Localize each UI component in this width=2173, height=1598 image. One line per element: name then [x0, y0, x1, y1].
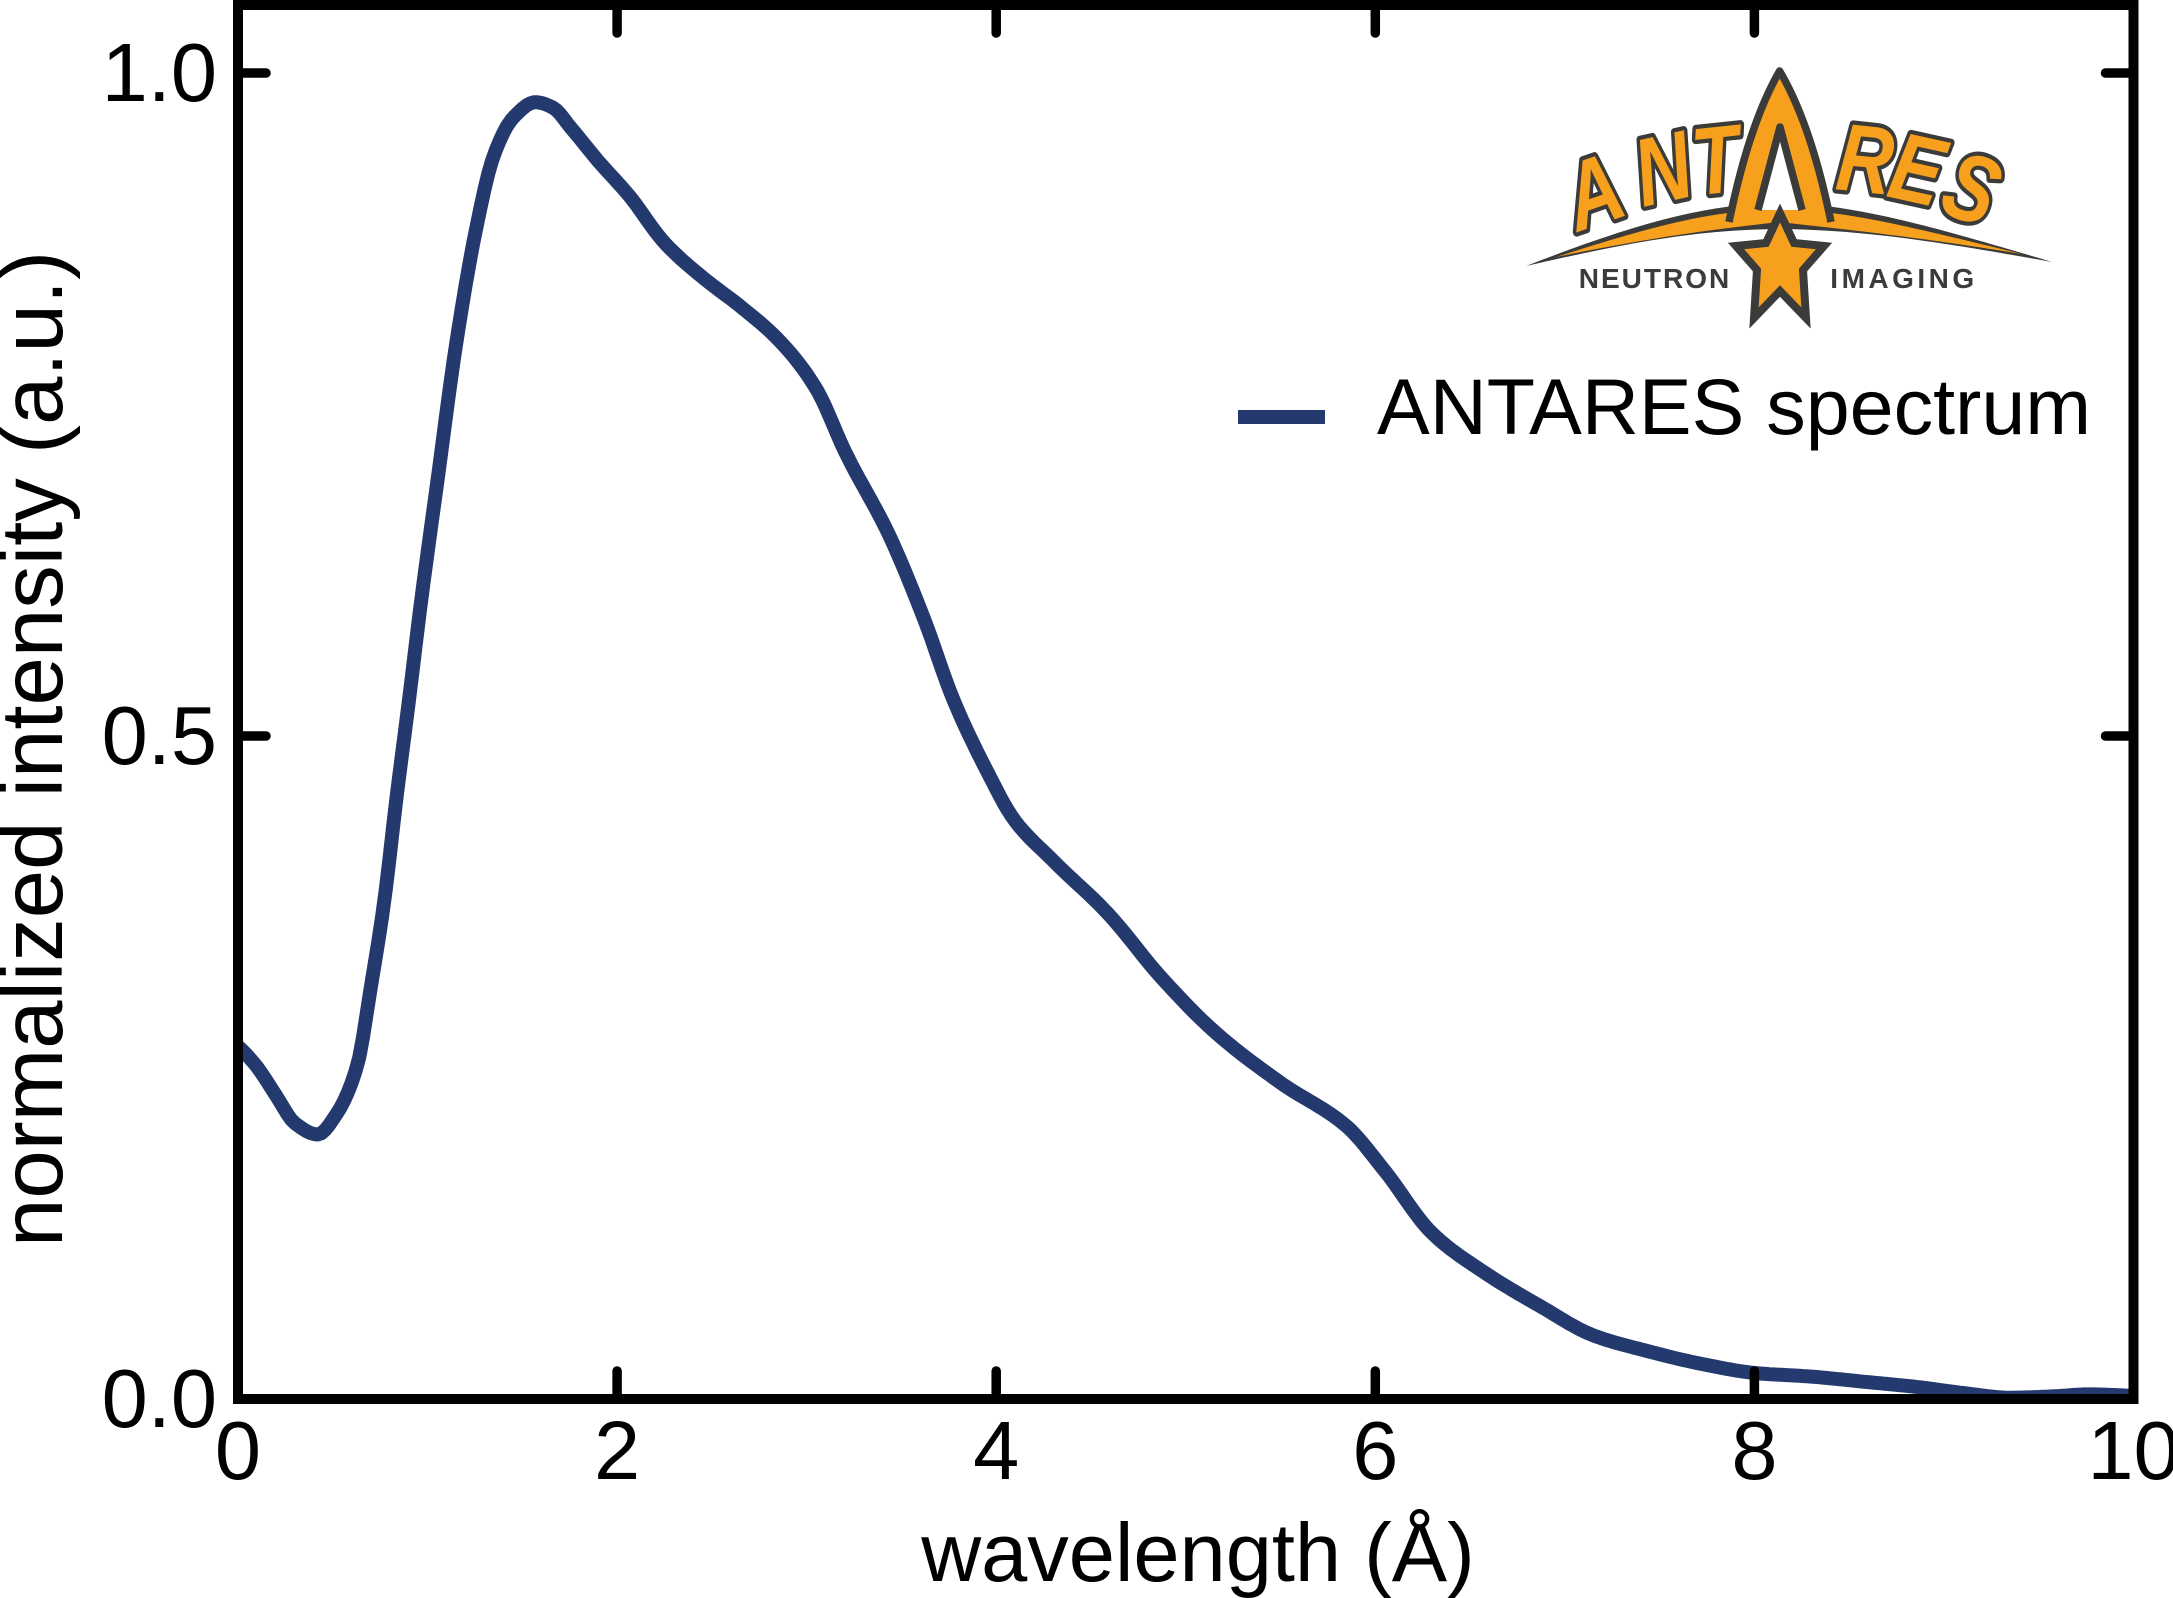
svg-text:8: 8	[1731, 1404, 1777, 1497]
svg-text:ANTARES spectrum: ANTARES spectrum	[1377, 362, 2091, 451]
svg-text:6: 6	[1352, 1404, 1398, 1497]
svg-text:0.5: 0.5	[102, 689, 217, 782]
svg-text:NEUTRON: NEUTRON	[1579, 263, 1731, 294]
svg-text:2: 2	[594, 1404, 640, 1497]
svg-text:IMAGING: IMAGING	[1830, 263, 1977, 294]
svg-text:1.0: 1.0	[102, 26, 217, 119]
svg-text:0.0: 0.0	[102, 1352, 217, 1445]
svg-text:10: 10	[2087, 1404, 2173, 1497]
svg-text:R: R	[1832, 103, 1899, 215]
svg-text:0: 0	[215, 1404, 261, 1497]
svg-text:4: 4	[973, 1404, 1019, 1497]
svg-text:normalized intensity (a.u.): normalized intensity (a.u.)	[0, 251, 81, 1247]
svg-text:wavelength (Å): wavelength (Å)	[920, 1506, 1475, 1598]
